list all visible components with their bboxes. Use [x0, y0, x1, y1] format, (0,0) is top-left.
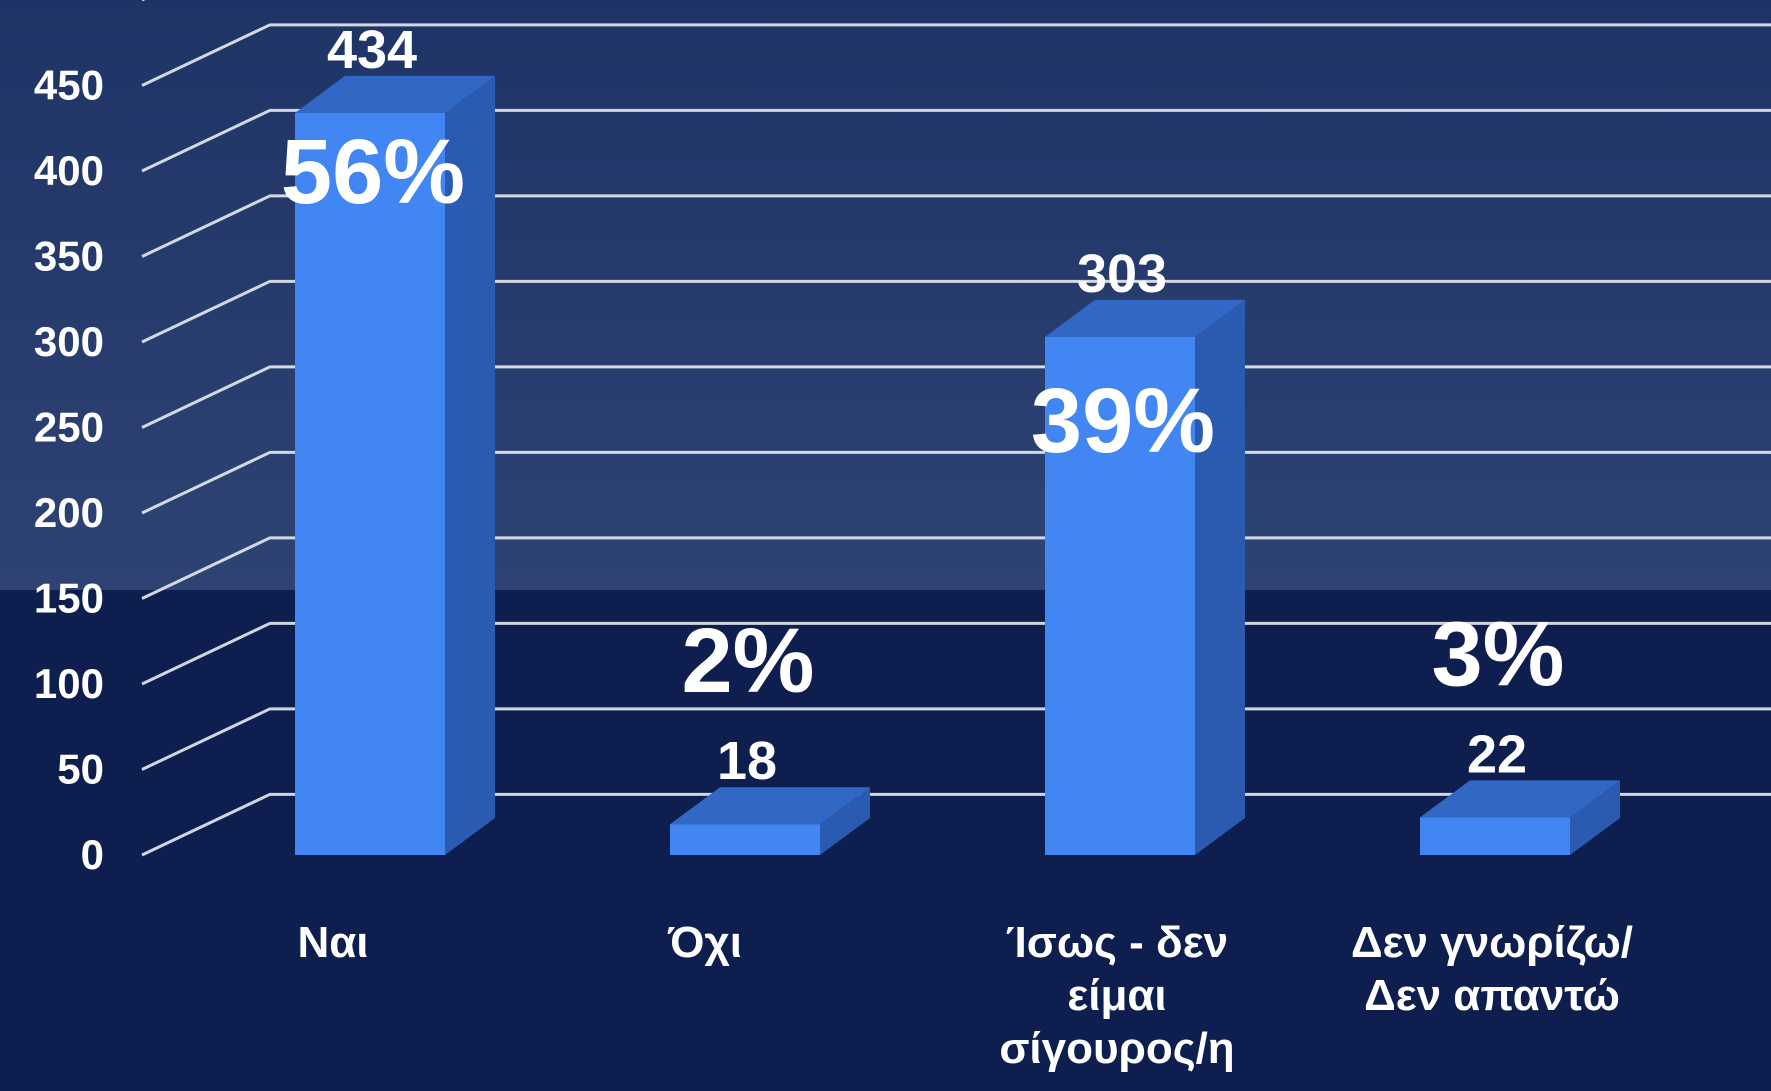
percent-label-3: 3% [1432, 603, 1565, 705]
gridlines [141, 0, 1771, 857]
gridline-7 [141, 194, 1771, 258]
value-label-2: 303 [1077, 244, 1167, 304]
percent-label-1: 2% [682, 610, 815, 712]
gridline-9 [141, 23, 1771, 87]
ytick-label-6: 300 [34, 318, 104, 365]
bar-0 [295, 75, 495, 856]
bar-front-3 [1420, 817, 1570, 855]
bar-top-1 [670, 787, 870, 825]
category-label-0: Ναι [297, 918, 368, 967]
bar-side-1 [820, 787, 870, 855]
bar-top-3 [1420, 780, 1620, 818]
category-label-3: Δεν γνωρίζω/Δεν απαντώ [1351, 918, 1633, 1020]
bar-side-3 [1570, 780, 1620, 855]
category-label-2-line-1: είμαι [1067, 971, 1166, 1020]
ytick-label-8: 400 [34, 147, 104, 194]
percent-label-2: 39% [1031, 370, 1215, 472]
background-upper [0, 0, 1771, 590]
bars [295, 75, 1620, 856]
value-label-1: 18 [717, 731, 777, 791]
gridline-2 [141, 621, 1771, 686]
category-label-0-line-0: Ναι [297, 918, 368, 967]
gridline-1 [141, 707, 1771, 771]
ytick-label-4: 200 [34, 489, 104, 536]
bar-front-2 [1045, 336, 1195, 855]
value-label-0: 434 [327, 20, 417, 80]
y-axis-ticks: 0 50 100 150 200 250 300 350 400 450 [34, 62, 104, 879]
gridline-5 [141, 365, 1771, 429]
bar-front-1 [670, 824, 820, 855]
ytick-label-2: 100 [34, 660, 104, 707]
category-label-1: Όχι [667, 918, 742, 967]
percent-label-0: 56% [281, 121, 465, 223]
bar-side-0 [445, 75, 495, 856]
category-label-2-line-0: Ίσως - δεν [1006, 918, 1228, 967]
bar-front-0 [295, 112, 445, 856]
value-label-3: 22 [1467, 724, 1527, 784]
category-label-3-line-0: Δεν γνωρίζω/ [1351, 918, 1633, 967]
ytick-label-7: 350 [34, 233, 104, 280]
bar-3 [1420, 780, 1620, 855]
gridline-8 [141, 108, 1771, 173]
category-label-2-line-2: σίγουρος/η [999, 1024, 1234, 1073]
ytick-label-1: 50 [57, 746, 104, 793]
bar-2 [1045, 299, 1245, 855]
bar-1 [670, 787, 870, 855]
gridline-0 [141, 792, 1771, 857]
category-label-2: Ίσως - δεν είμαι σίγουρος/η [999, 918, 1234, 1073]
gridline-6 [141, 279, 1771, 344]
ytick-label-5: 250 [34, 404, 104, 451]
x-axis-labels: Ναι Όχι Ίσως - δεν είμαι σίγουρος/η Δεν γνωρί… [297, 918, 1633, 1073]
data-labels: 434 56% 18 2% 303 39% 22 3% [281, 20, 1565, 791]
ytick-label-3: 150 [34, 575, 104, 622]
bar-top-2 [1045, 299, 1245, 337]
gridline-3 [141, 536, 1771, 600]
ytick-label-9: 450 [34, 62, 104, 109]
ytick-label-0: 0 [81, 831, 104, 878]
category-label-3-line-1: Δεν απαντώ [1364, 971, 1620, 1020]
bar-top-0 [295, 75, 495, 113]
category-label-1-line-0: Όχι [667, 918, 742, 967]
bar-side-2 [1195, 299, 1245, 855]
gridline-4 [141, 450, 1771, 515]
